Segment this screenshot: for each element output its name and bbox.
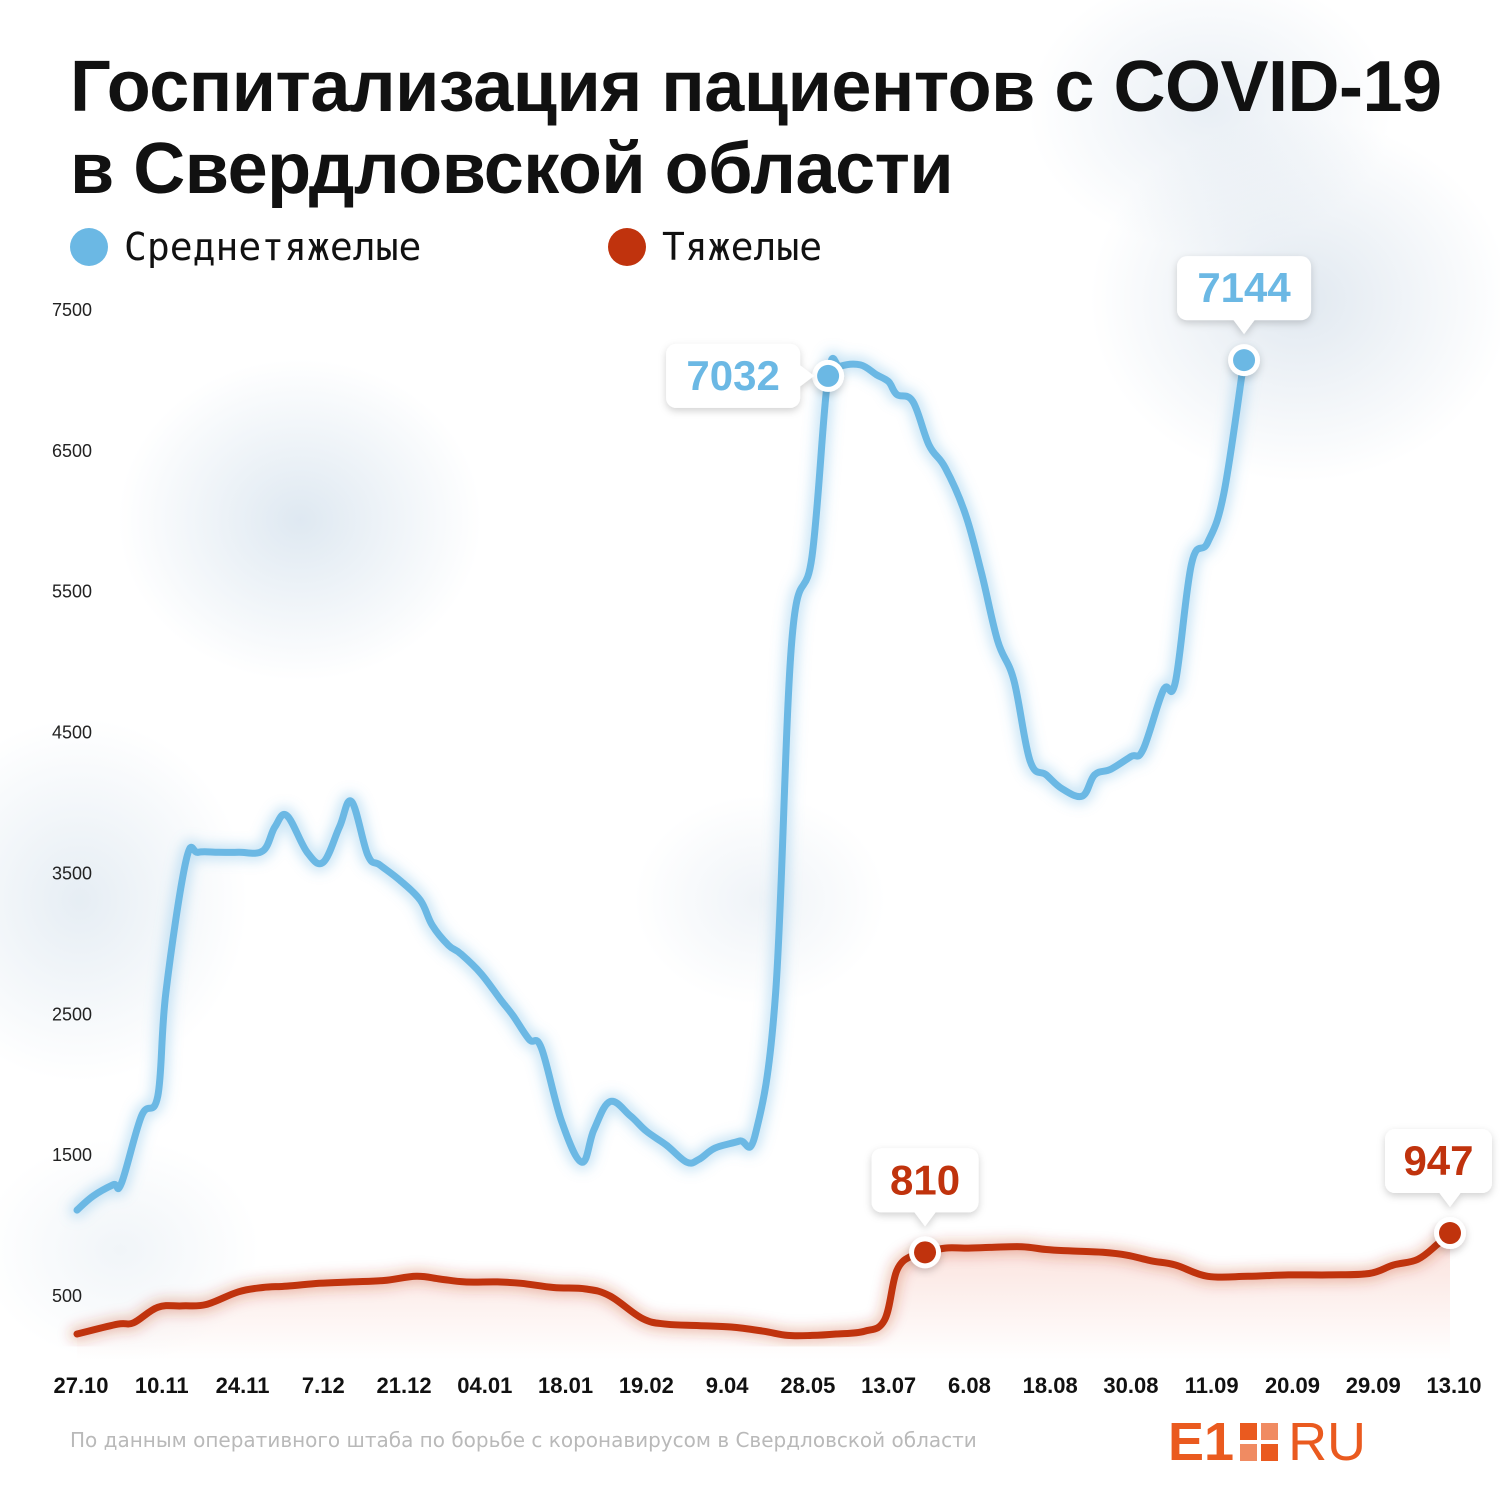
legend-dot-severe-icon [608,228,646,266]
highlight-marker [1439,1222,1461,1245]
x-tick-label: 29.09 [1346,1373,1401,1398]
callout-box [1385,1129,1492,1194]
series-glow [69,350,1252,1219]
y-tick-label: 1500 [52,1145,92,1165]
legend-label-severe: Тяжелые [662,225,823,269]
callout-pointer [798,363,815,388]
x-tick-label: 28.05 [780,1373,835,1398]
value-callout [871,1148,979,1227]
x-tick-label: 20.09 [1265,1373,1320,1398]
y-tick-label: 6500 [52,441,92,461]
callout-pointer [913,1210,938,1227]
highlight-marker [914,1241,937,1264]
x-tick-label: 13.07 [861,1373,916,1398]
x-tick-label: 21.12 [377,1373,432,1398]
x-tick-label: 19.02 [619,1373,674,1398]
highlight-marker [817,364,840,387]
x-tick-label: 13.10 [1426,1373,1481,1398]
x-tick-label: 7.12 [302,1373,345,1398]
logo-e1-text: E1 [1168,1412,1235,1472]
source-note: По данным оперативного штаба по борьбе с… [70,1428,977,1452]
callout-pointer [1438,1191,1462,1208]
callout-box [666,343,801,408]
x-tick-label: 27.10 [53,1373,108,1398]
x-tick-label: 04.01 [457,1373,512,1398]
e1-logo: E1 RU [1168,1414,1366,1470]
data-label: 7032 [686,352,779,399]
callout-box [871,1148,979,1213]
highlight-marker [1233,349,1256,372]
y-tick-label: 500 [52,1286,82,1306]
x-tick-label: 11.09 [1185,1373,1239,1398]
severe-area-fill [77,1233,1450,1360]
x-tick-label: 24.11 [216,1373,270,1398]
x-tick-label: 10.11 [135,1373,189,1398]
value-callout [1385,1129,1492,1208]
x-tick-label: 18.08 [1023,1373,1078,1398]
y-tick-label: 4500 [52,723,92,743]
legend-item-moderate: Среднетяжелые [70,222,421,272]
x-tick-label: 9.04 [706,1373,750,1398]
series-line-severe [73,1229,1454,1340]
callout-layer: 7032 7144 810 947 [666,256,1492,1269]
x-tick-label: 30.08 [1103,1373,1158,1398]
y-tick-label: 3500 [52,863,92,883]
data-label: 947 [1403,1137,1473,1184]
y-tick-label: 7500 [52,300,92,320]
y-tick-label: 5500 [52,582,92,602]
legend-label-moderate: Среднетяжелые [124,225,422,269]
value-callout [666,343,815,408]
x-axis: 27.10 10.11 24.11 7.12 21.12 04.01 18.01 19.02 9… [53,1373,1481,1398]
y-axis: 500 1500 2500 3500 4500 5500 6500 7500 [52,300,92,1306]
series-layer [69,350,1458,1360]
page-title: Госпитализация пациентов с COVID-19 в Св… [70,47,1442,209]
logo-squares-icon [1240,1423,1279,1461]
legend-dot-moderate-icon [70,228,108,266]
x-tick-label: 6.08 [948,1373,991,1398]
x-tick-label: 18.01 [538,1373,593,1398]
logo-ru-text: RU [1288,1412,1367,1472]
data-label: 7144 [1197,264,1291,311]
callout-pointer [1232,318,1257,335]
legend-item-severe: Тяжелые [608,222,822,272]
value-callout [1177,256,1312,335]
y-tick-label: 2500 [52,1004,92,1024]
data-label: 810 [890,1156,960,1203]
callout-box [1177,256,1312,321]
series-line-moderate [73,354,1248,1214]
